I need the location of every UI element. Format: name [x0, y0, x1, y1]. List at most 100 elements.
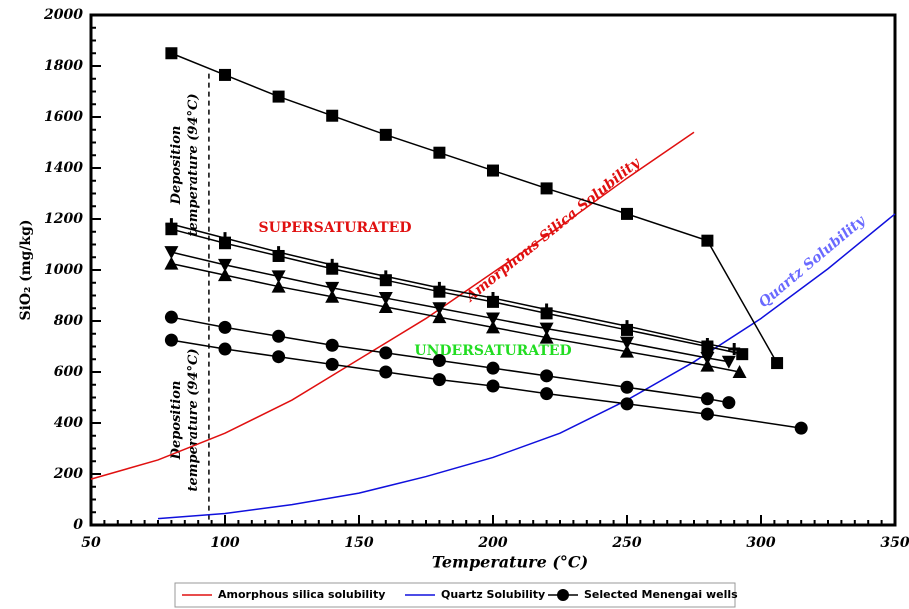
marker [272, 249, 285, 262]
marker [432, 354, 446, 368]
marker [432, 310, 447, 324]
marker [326, 109, 339, 122]
marker [620, 397, 634, 411]
y-tick-label: 1600 [44, 109, 83, 125]
legend-box [174, 582, 736, 608]
y-tick-label: 1200 [44, 211, 83, 227]
marker [486, 312, 500, 326]
y-tick-label: 1400 [44, 160, 83, 176]
marker [272, 329, 286, 343]
annotation-text: UNDERSATURATED [414, 343, 571, 359]
annotation: Deposition temperature (94°C) [169, 93, 201, 236]
marker [620, 380, 634, 394]
marker [272, 350, 286, 364]
annotation-text: Amorphous Silica Solubility [462, 155, 644, 307]
marker [722, 396, 736, 410]
annotation: Amorphous Silica Solubility [462, 155, 644, 307]
marker [379, 346, 393, 360]
marker [164, 310, 178, 324]
x-tick-label: 250 [611, 535, 641, 551]
marker [271, 279, 286, 293]
y-tick-label: 2000 [43, 7, 83, 23]
annotation-text: temperature (94°C) [186, 348, 201, 491]
y-tick-label: 200 [53, 466, 83, 482]
marker [540, 369, 554, 383]
marker [621, 323, 633, 336]
marker [701, 234, 714, 247]
marker [433, 285, 446, 298]
marker [736, 348, 749, 361]
marker [164, 256, 179, 270]
marker [219, 68, 231, 81]
marker [379, 128, 392, 141]
annotation-text: SUPERSATURATED [259, 220, 412, 236]
marker [165, 47, 178, 60]
marker [540, 387, 554, 401]
plot-frame [89, 13, 897, 527]
marker [539, 330, 554, 344]
marker [379, 274, 392, 287]
marker [721, 355, 736, 369]
annotation: UNDERSATURATED [414, 343, 571, 359]
marker [271, 270, 286, 284]
annotation-text: temperature (94°C) [186, 93, 201, 236]
legend-label: Selected Menengai wells [584, 588, 738, 601]
marker [487, 164, 499, 177]
marker [325, 289, 340, 303]
marker [218, 258, 232, 272]
marker [700, 351, 715, 365]
annotation-text: Deposition [169, 381, 184, 461]
marker [620, 344, 634, 358]
x-tick-label: 100 [210, 535, 239, 551]
y-tick-label: 0 [73, 517, 83, 533]
marker [700, 358, 715, 372]
marker [487, 295, 499, 308]
marker [325, 281, 340, 295]
marker [540, 182, 553, 195]
x-tick-label: 300 [746, 535, 775, 551]
marker [621, 207, 633, 220]
marker [218, 342, 232, 356]
y-tick-label: 800 [54, 313, 83, 329]
marker [218, 268, 232, 282]
marker [325, 357, 339, 371]
marker [164, 333, 178, 347]
marker [433, 146, 446, 159]
annotation-text: Deposition [169, 126, 184, 206]
y-tick-label: 600 [54, 364, 83, 380]
marker [378, 299, 393, 313]
legend-marker [557, 589, 569, 601]
marker [164, 246, 179, 260]
annotation: Deposition temperature (94°C) [169, 348, 201, 491]
marker [379, 365, 393, 379]
y-tick-label: 400 [54, 415, 83, 431]
series-line [90, 131, 695, 480]
marker [732, 365, 747, 378]
marker [539, 322, 554, 336]
marker [771, 357, 784, 370]
series-line [171, 52, 778, 364]
marker [432, 373, 446, 387]
y-tick-label: 1000 [44, 262, 83, 278]
series-line [171, 223, 735, 350]
marker [620, 336, 634, 350]
x-tick-label: 50 [81, 535, 101, 551]
marker [700, 392, 714, 406]
y-tick-label: 1800 [44, 58, 83, 74]
marker [378, 292, 393, 306]
marker [486, 320, 500, 334]
marker [486, 361, 500, 375]
x-axis-label: Temperature (°C) [432, 553, 588, 572]
annotation: Quartz Solubility [756, 212, 869, 311]
marker [165, 223, 178, 236]
legend-label: Quartz Solubility [441, 588, 545, 601]
annotation: SUPERSATURATED [259, 220, 412, 236]
series-line [157, 213, 896, 520]
marker [486, 379, 500, 393]
marker [219, 237, 231, 250]
x-tick-label: 200 [477, 535, 507, 551]
marker [794, 421, 808, 435]
marker [432, 302, 447, 316]
marker [218, 320, 232, 334]
